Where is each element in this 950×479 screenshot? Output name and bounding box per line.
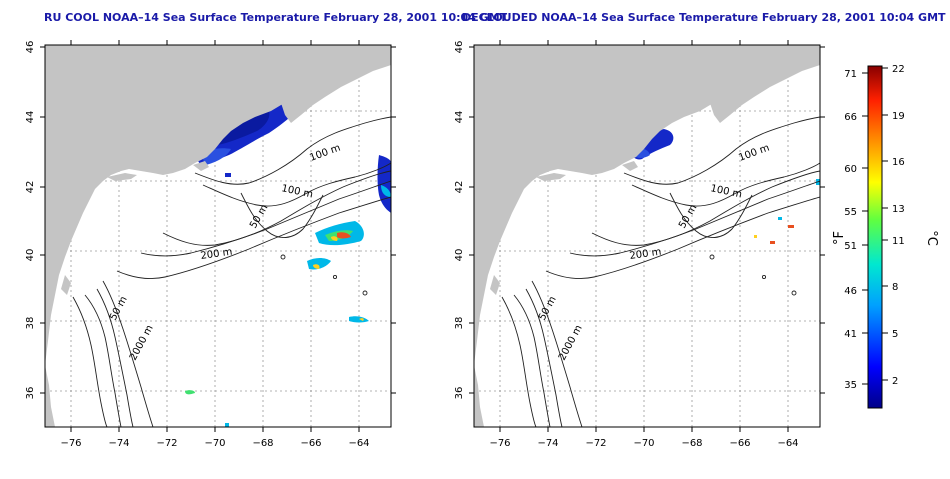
contour-label-200m: 200 m	[200, 247, 233, 262]
panel-declouded: DECLOUDED NOAA–14 Sea Surface Temperatur…	[454, 11, 946, 449]
cb-c-label: 2	[892, 376, 898, 387]
x-tick-76: −76	[60, 438, 81, 449]
cb-c-label: 8	[892, 282, 898, 293]
y-tick-46: 46	[25, 41, 36, 54]
cb-c-label: 19	[892, 111, 905, 122]
cb-f-label: 66	[844, 112, 857, 123]
x-tick-72: −72	[585, 438, 606, 449]
x-tick-66: −66	[300, 438, 321, 449]
x-tick-74: −74	[537, 438, 558, 449]
cb-c-label: 5	[892, 329, 898, 340]
y-tick-38: 38	[25, 317, 36, 330]
cb-f-label: 41	[844, 329, 857, 340]
x-tick-76: −76	[489, 438, 510, 449]
sst-warm-patches	[185, 155, 391, 427]
x-tick-68: −68	[252, 438, 273, 449]
x-axis-declouded: −76 −74 −72 −70 −68 −66 −64	[489, 40, 799, 449]
y-axis-declouded: 46 44 42 40 38 36	[454, 41, 825, 400]
y-tick-38: 38	[454, 317, 465, 330]
x-tick-66: −66	[729, 438, 750, 449]
cb-unit-celsius: °C	[924, 230, 939, 246]
cb-c-label: 13	[892, 204, 905, 215]
y-tick-42: 42	[25, 181, 36, 194]
cb-f-label: 51	[844, 241, 857, 252]
map-raw: 100 m 100 m 50 m 200 m 50 m 2000 m	[45, 45, 391, 427]
y-tick-46: 46	[454, 41, 465, 54]
map-frame-declouded	[473, 44, 821, 428]
y-tick-40: 40	[25, 249, 36, 262]
cb-unit-fahrenheit: °F	[832, 231, 847, 245]
cb-f-label: 46	[844, 286, 857, 297]
x-tick-72: −72	[156, 438, 177, 449]
y-tick-36: 36	[25, 387, 36, 400]
cb-f-label: 71	[844, 69, 857, 80]
x-tick-64: −64	[777, 438, 798, 449]
x-tick-68: −68	[681, 438, 702, 449]
x-axis-raw: −76 −74 −72 −70 −68 −66 −64	[60, 40, 370, 449]
panel-title-raw: RU COOL NOAA–14 Sea Surface Temperature …	[44, 11, 508, 24]
cb-f-label: 60	[844, 164, 857, 175]
y-tick-44: 44	[454, 111, 465, 124]
map-frame-raw	[44, 44, 392, 428]
cb-c-label: 16	[892, 157, 905, 168]
cb-f-label: 35	[844, 380, 857, 391]
x-tick-70: −70	[204, 438, 225, 449]
y-tick-42: 42	[454, 181, 465, 194]
y-tick-40: 40	[454, 249, 465, 262]
cb-c-label: 11	[892, 236, 905, 247]
panel-title-declouded: DECLOUDED NOAA–14 Sea Surface Temperatur…	[462, 11, 946, 24]
y-axis-raw: 46 44 42 40 38 36	[25, 41, 396, 400]
map-declouded: 100 m 100 m 50 m 200 m 50 m 2000 m	[474, 45, 820, 427]
x-tick-70: −70	[633, 438, 654, 449]
cb-c-label: 22	[892, 64, 905, 75]
y-tick-36: 36	[454, 387, 465, 400]
x-tick-74: −74	[108, 438, 129, 449]
contour-label-200m: 200 m	[629, 247, 662, 262]
colorbar-gradient	[867, 65, 883, 409]
x-tick-64: −64	[348, 438, 369, 449]
cb-f-label: 55	[844, 207, 857, 218]
y-tick-44: 44	[25, 111, 36, 124]
colorbar: 71 66 60 55 51 46 41 35 22 19 16 13 11 8…	[832, 64, 939, 409]
panel-raw: RU COOL NOAA–14 Sea Surface Temperature …	[25, 11, 508, 449]
